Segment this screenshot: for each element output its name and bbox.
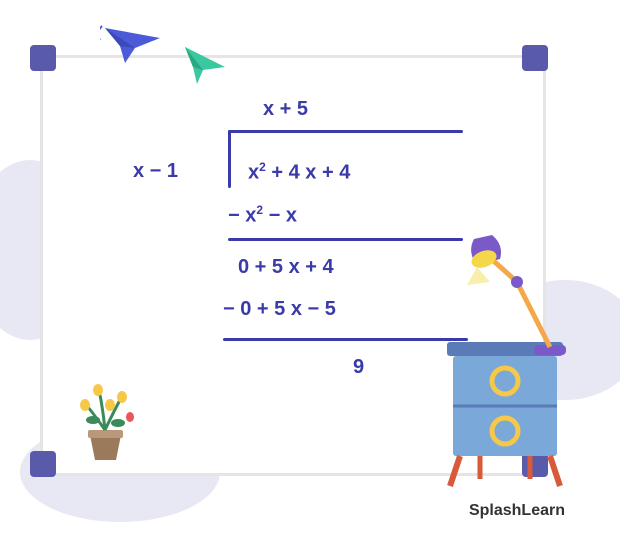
desk-lamp-icon [462,227,572,367]
corner-bracket [30,451,56,477]
step-subtract-2: − 0 + 5 x − 5 [223,298,336,321]
rule-2 [223,338,468,341]
divisor: x − 1 [133,160,178,183]
division-bar-vertical [228,130,231,188]
brand-logo: SplashLearn [469,502,565,520]
step-result-1: 0 + 5 x + 4 [238,256,334,279]
dividend: x2 + 4 x + 4 [248,160,350,185]
corner-bracket [522,45,548,71]
paper-plane-icon [100,18,170,73]
quotient: x + 5 [263,98,308,121]
remainder: 9 [353,356,364,379]
division-bar-horizontal [228,130,463,133]
corner-bracket [30,45,56,71]
rule-1 [228,238,463,241]
plant-icon [68,375,143,470]
paper-plane-icon [175,42,230,92]
step-subtract-1: − x2 − x [228,203,297,228]
